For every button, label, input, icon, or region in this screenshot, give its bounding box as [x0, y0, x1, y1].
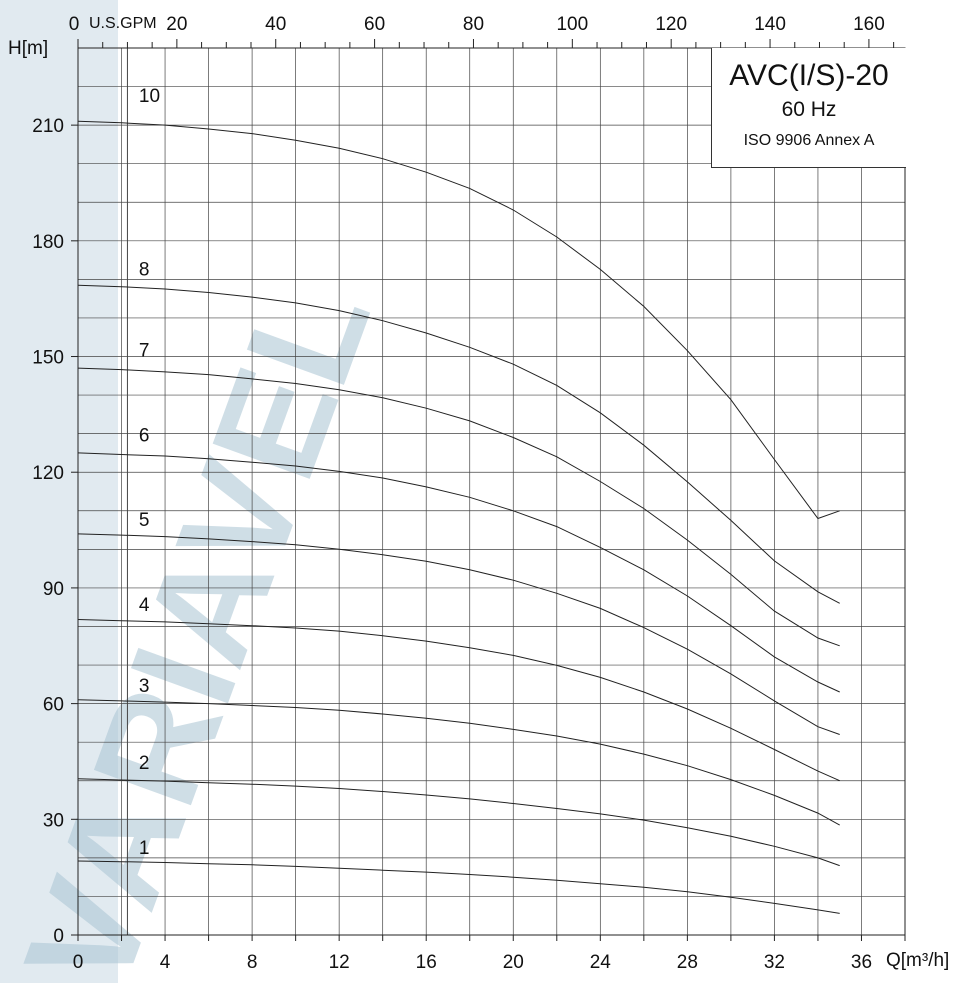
curve-stage-3 — [77, 699, 840, 826]
curve-stage-2 — [77, 778, 840, 867]
x2-tick-label: 120 — [655, 14, 687, 35]
curve-stage-6 — [77, 452, 840, 693]
info-box: AVC(I/S)-20 60 Hz ISO 9906 Annex A — [711, 48, 906, 168]
curve-stage-5 — [77, 533, 840, 735]
x2-tick-label: 140 — [754, 14, 786, 35]
x-axis-label: Q[m³/h] — [886, 950, 949, 971]
curve-label-2: 2 — [139, 753, 150, 774]
y-axis-label: H[m] — [8, 38, 48, 59]
y-tick-label: 90 — [43, 579, 64, 600]
x2-tick-label: 80 — [463, 14, 484, 35]
x-tick-label: 20 — [503, 952, 524, 973]
curve-stage-1 — [77, 860, 840, 914]
x-tick-label: 12 — [329, 952, 350, 973]
y-tick-label: 60 — [43, 695, 64, 716]
x-tick-label: 0 — [73, 952, 84, 973]
curve-label-7: 7 — [139, 341, 150, 362]
x-tick-label: 8 — [247, 952, 258, 973]
chart-title: AVC(I/S)-20 — [729, 59, 889, 92]
x-tick-label: 24 — [590, 952, 612, 973]
x2-tick-label: 100 — [556, 14, 588, 35]
y-tick-label: 180 — [32, 232, 64, 253]
curve-label-4: 4 — [139, 595, 150, 616]
y-tick-label: 0 — [53, 926, 64, 947]
x2-tick-label: 20 — [166, 14, 187, 35]
x-tick-label: 16 — [416, 952, 437, 973]
y-tick-label: 150 — [32, 348, 64, 369]
curve-label-5: 5 — [139, 510, 150, 531]
curve-stage-4 — [77, 619, 840, 782]
labels: 1 2 3 4 5 6 7 8 10 — [139, 86, 160, 859]
chart-note: ISO 9906 Annex A — [743, 132, 875, 149]
curve-label-1: 1 — [139, 838, 150, 859]
curve-stage-10 — [77, 120, 840, 520]
curve-stage-8 — [77, 284, 840, 604]
x2-tick-label: 40 — [265, 14, 286, 35]
y-tick-label: 30 — [43, 810, 64, 831]
x-tick-label: 32 — [764, 952, 785, 973]
curve-label-6: 6 — [139, 425, 150, 446]
x-tick-label: 4 — [160, 952, 171, 973]
curve-label-8: 8 — [139, 260, 150, 281]
x2-tick-label: 60 — [364, 14, 385, 35]
x2-tick-label: 160 — [853, 14, 885, 35]
x2-axis-label: U.S.GPM — [89, 15, 157, 32]
curve-label-10: 10 — [139, 86, 160, 107]
plot-frame — [77, 47, 906, 936]
curve-stage-7 — [77, 367, 840, 647]
y-tick-label: 120 — [32, 463, 64, 484]
chart-subtitle: 60 Hz — [781, 98, 837, 121]
curve-label-3: 3 — [139, 676, 150, 697]
curves — [77, 120, 840, 914]
x-tick-label: 28 — [677, 952, 698, 973]
x2-tick-label: 0 — [69, 14, 80, 35]
y-tick-label: 210 — [32, 116, 64, 137]
watermark: VARIAVEL — [0, 0, 402, 983]
x-tick-label: 36 — [851, 952, 872, 973]
